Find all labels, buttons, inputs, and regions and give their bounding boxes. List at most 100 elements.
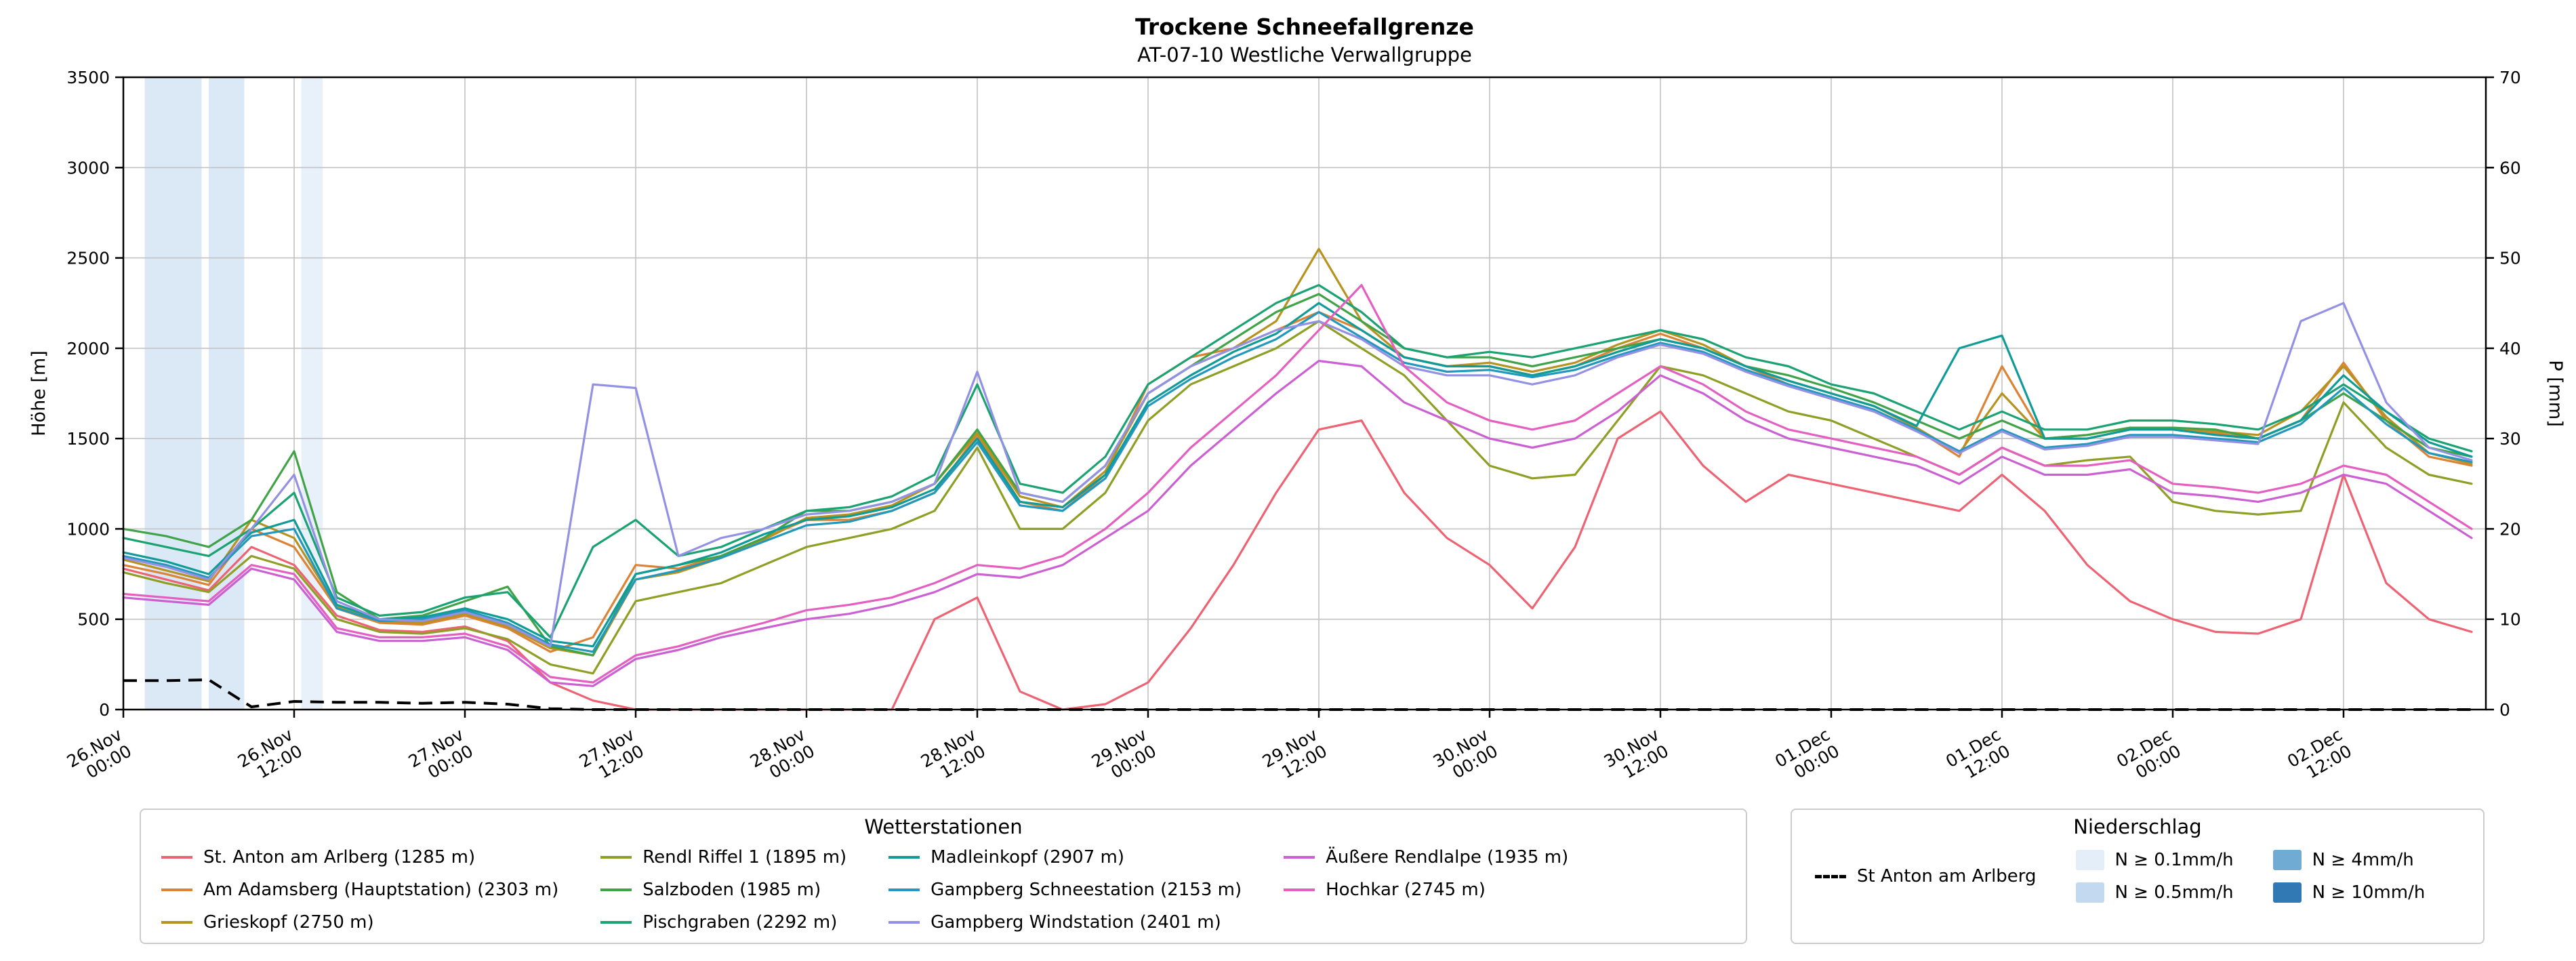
legend-item-label: Äußere Rendlalpe (1935 m) [1326,847,1569,867]
x-tick-label: 01.Dec00:00 [1772,724,1843,788]
legend-item-station-adamsberg: Am Adamsberg (Hauptstation) (2303 m) [161,874,558,906]
legend-item-label: N ≥ 4mm/h [2312,850,2414,870]
legend-item-precip-level: N ≥ 4mm/h [2272,844,2426,876]
legend-item-station-pischgraben: Pischgraben (2292 m) [600,906,846,939]
chart-title: Trockene Schneefallgrenze [1135,14,1474,40]
legend-item-label: Salzboden (1985 m) [642,880,821,900]
series-line-rendl-riffel [122,320,2473,675]
y-tick-label-right: 10 [2499,610,2521,630]
x-tick-label: 26.Nov00:00 [64,724,135,788]
legend-item-station-salzboden: Salzboden (1985 m) [600,874,846,906]
y-tick-label-left: 500 [77,610,110,630]
legend-item-precip-line: St Anton am Arlberg [1815,860,2037,893]
y-tick-label-right: 50 [2499,249,2521,268]
series-color-swatch [600,856,632,859]
legend-item-label: Gampberg Schneestation (2153 m) [931,880,1242,900]
legend-item-label: St. Anton am Arlberg (1285 m) [203,847,476,867]
legend-item-label: N ≥ 0.5mm/h [2114,882,2234,903]
precip-band [209,77,245,710]
series-color-swatch [161,856,192,859]
series-color-swatch [600,888,632,891]
legend-stations-title: Wetterstationen [864,815,1023,838]
y-tick-label-left: 2500 [66,249,110,268]
legend-item-station-grieskopf: Grieskopf (2750 m) [161,906,558,939]
legend-item-label: St Anton am Arlberg [1857,866,2037,886]
series-line-gampberg-wind [122,302,2473,648]
series-color-swatch [888,921,920,924]
y-tick-label-right: 20 [2499,519,2521,539]
precip-level-swatch [2075,850,2104,870]
x-tick-label: 27.Nov12:00 [576,724,647,788]
legend-item-station-rendlalpe: Äußere Rendlalpe (1935 m) [1284,841,1568,874]
series-line-gampberg-schnee [122,310,2473,653]
x-tick-label: 02.Dec12:00 [2284,724,2355,788]
series-line-pischgraben [122,284,2473,639]
legend-item-station-gampberg-wind: Gampberg Windstation (2401 m) [888,906,1242,939]
y-tick-label-right: 40 [2499,339,2521,359]
y-tick-label-left: 1000 [66,519,110,539]
series-line-hochkar [122,284,2473,684]
series-line-grieskopf [122,247,2473,657]
precip-level-swatch [2272,850,2302,870]
legend-item-label: Madleinkopf (2907 m) [931,847,1124,867]
ylabel-left: Höhe [m] [28,350,49,436]
series-color-swatch [888,856,920,859]
legend-item-label: Gampberg Windstation (2401 m) [931,912,1221,933]
y-tick-label-left: 3000 [66,158,110,178]
y-tick-label-left: 0 [99,700,110,720]
y-tick-label-right: 0 [2499,700,2510,720]
legend-item-station-gampberg-schnee: Gampberg Schneestation (2153 m) [888,874,1242,906]
legend-item-label: N ≥ 10mm/h [2312,882,2426,903]
y-tick-label-left: 3500 [66,68,110,87]
legend-item-label: Pischgraben (2292 m) [642,912,838,933]
legend-item-label: Grieskopf (2750 m) [203,912,374,933]
legend-stations-items: St. Anton am Arlberg (1285 m) Am Adamsber… [161,841,1740,940]
series-color-swatch [1284,888,1315,891]
series-color-swatch [161,888,192,891]
legend-precip: Niederschlag St Anton am Arlberg N ≥ 0.1… [1791,809,2485,944]
precip-band [144,77,202,710]
x-tick-label: 28.Nov00:00 [747,724,818,788]
x-tick-label: 30.Nov00:00 [1430,724,1501,788]
legend-item-station-rendl-riffel: Rendl Riffel 1 (1895 m) [600,841,846,874]
x-tick-label: 28.Nov12:00 [918,724,989,788]
y-tick-label-left: 2000 [66,339,110,359]
legend-item-precip-level: N ≥ 0.1mm/h [2075,844,2234,876]
legend-item-station-st-anton: St. Anton am Arlberg (1285 m) [161,841,558,874]
legend-item-precip-level: N ≥ 0.5mm/h [2075,876,2234,909]
series-color-swatch [1284,856,1315,859]
legend-precip-levels: N ≥ 0.1mm/h N ≥ 0.5mm/h N ≥ 4mm/h N ≥ 10mm/… [2075,844,2426,909]
series-line-adamsberg [122,310,2473,653]
precip-level-swatch [2272,882,2302,903]
legend-precip-content: St Anton am Arlberg N ≥ 0.1mm/h N ≥ 0.5mm… [1815,844,2483,909]
precip-line [123,678,2472,711]
legend-stations: Wetterstationen St. Anton am Arlberg (12… [140,809,1747,944]
legend-item-label: N ≥ 0.1mm/h [2114,850,2234,870]
legend-item-label: Rendl Riffel 1 (1895 m) [642,847,847,867]
legend-item-precip-level: N ≥ 10mm/h [2272,876,2426,909]
x-tick-label: 27.Nov00:00 [405,724,476,788]
series-color-swatch [161,921,192,924]
series-color-swatch [888,888,920,891]
x-tick-label: 26.Nov12:00 [234,724,306,788]
x-tick-label: 30.Nov12:00 [1601,724,1672,788]
y-tick-label-right: 70 [2499,68,2521,87]
plot-border [122,76,2487,711]
series-line-salzboden [122,293,2473,657]
x-tick-label: 29.Nov00:00 [1088,724,1160,788]
legend-item-station-madleinkopf: Madleinkopf (2907 m) [888,841,1242,874]
x-tick-label: 01.Dec12:00 [1942,724,2013,788]
precip-level-swatch [2075,882,2104,903]
y-tick-label-right: 30 [2499,429,2521,449]
dashed-line-swatch [1815,874,1846,878]
x-tick-label: 02.Dec00:00 [2113,724,2184,788]
legend-item-station-hochkar: Hochkar (2745 m) [1284,874,1568,906]
legend-item-label: Hochkar (2745 m) [1326,880,1486,900]
chart-subtitle: AT-07-10 Westliche Verwallgruppe [1137,43,1472,66]
series-line-madleinkopf [122,302,2473,648]
x-tick-label: 29.Nov12:00 [1259,724,1330,788]
y-tick-label-left: 1500 [66,429,110,449]
series-line-rendlalpe [122,359,2473,687]
